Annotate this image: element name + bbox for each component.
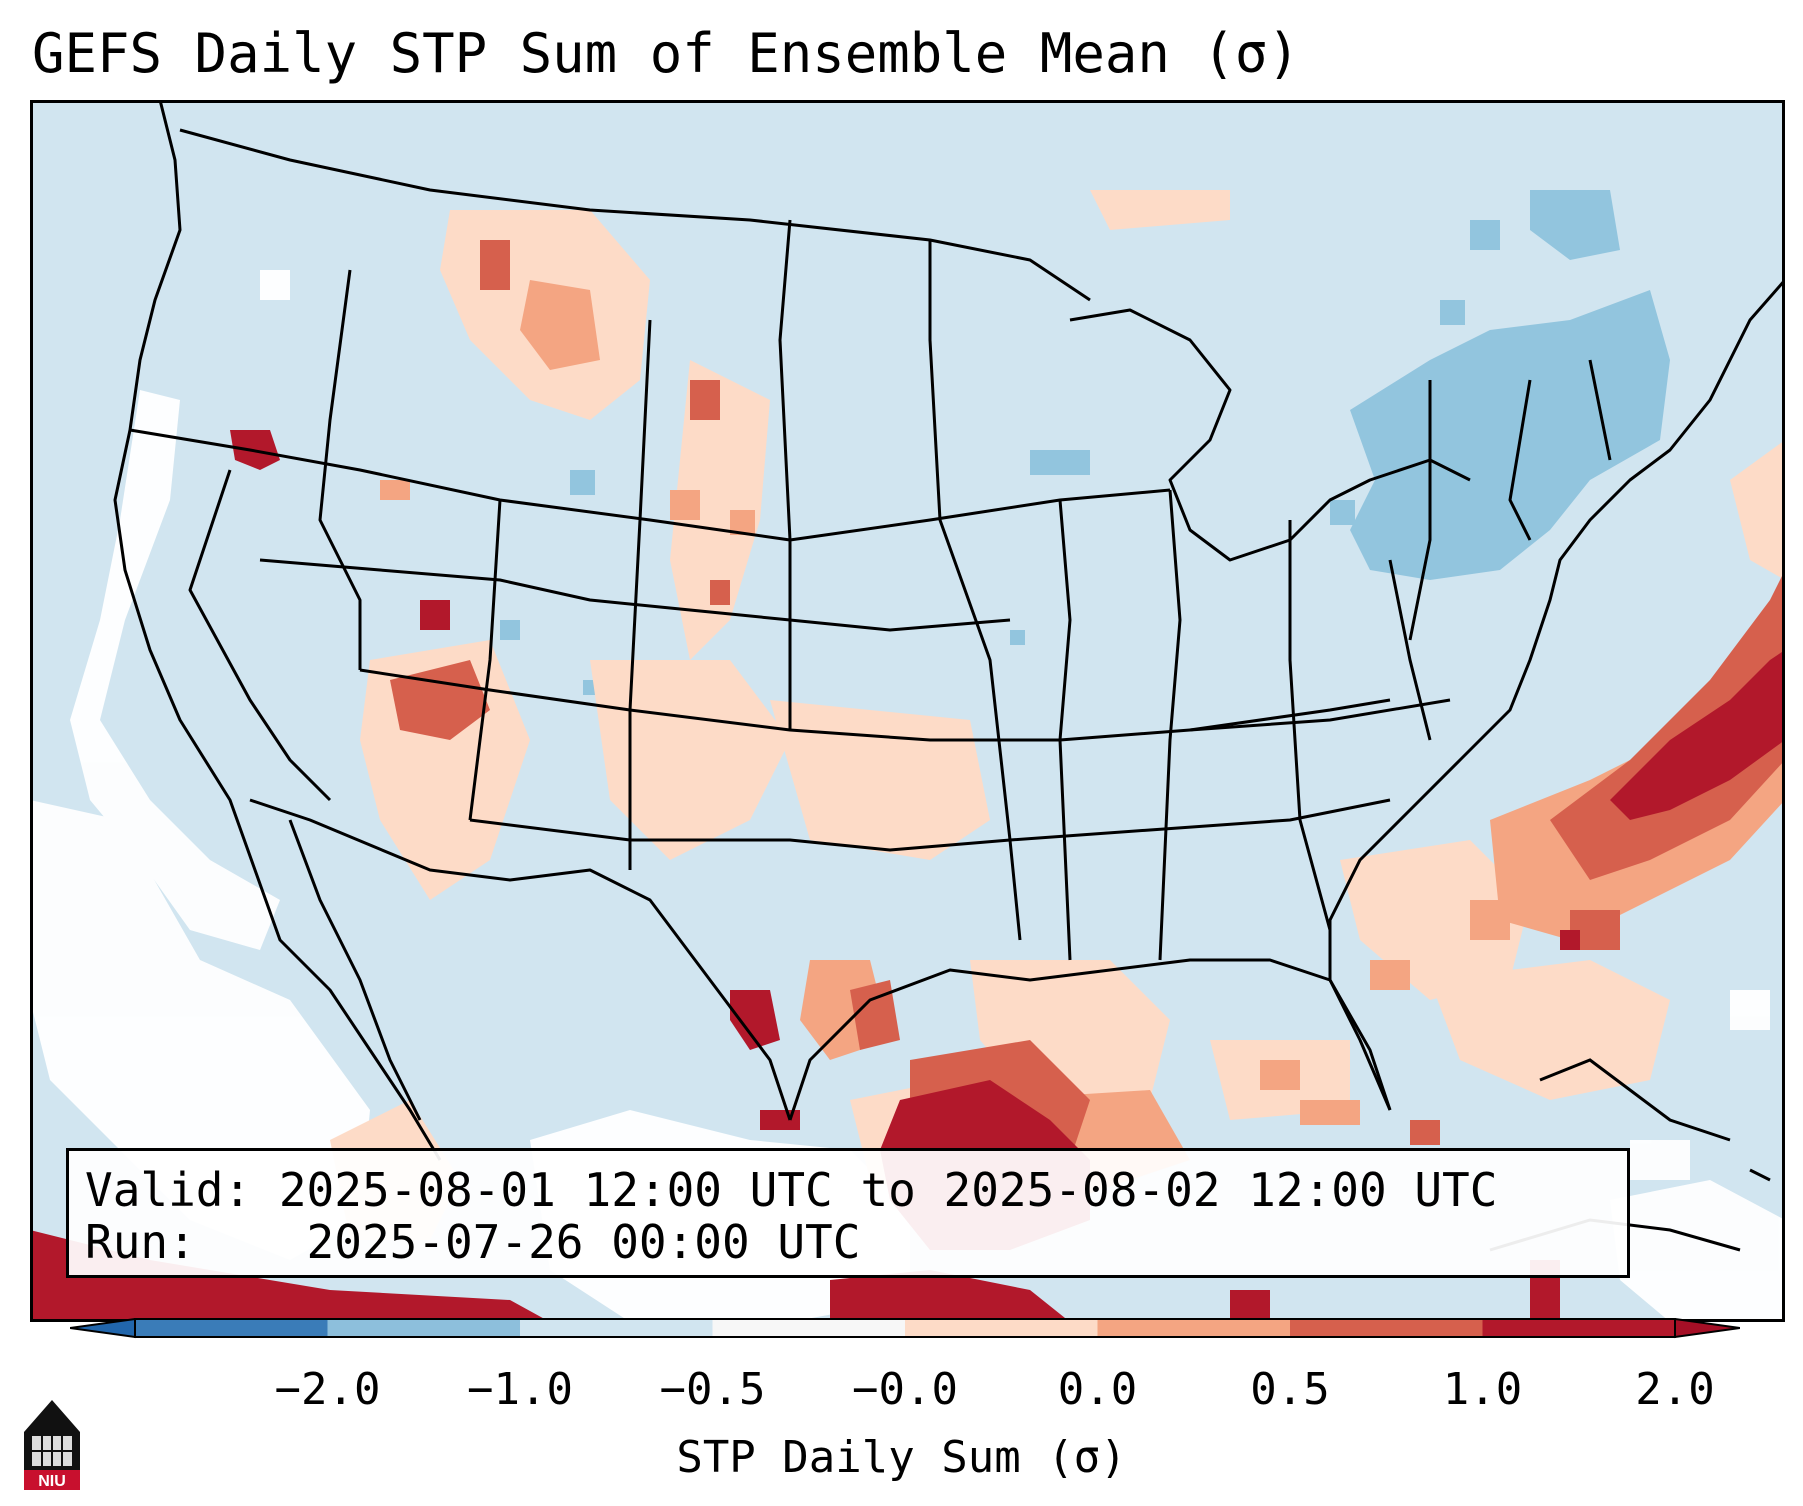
valid-time-text: Valid: 2025-08-01 12:00 UTC to 2025-08-0… (85, 1163, 1498, 1217)
colorbar-tick-label: −0.5 (659, 1364, 766, 1415)
colorbar-segment (135, 1319, 328, 1337)
logo-text: NIU (38, 1473, 66, 1490)
colorbar-segment (905, 1319, 1098, 1337)
colorbar-segment (1482, 1319, 1676, 1337)
colorbar-tick-label: 1.0 (1442, 1364, 1523, 1415)
colorbar-tick-label: −0.0 (852, 1364, 958, 1415)
colorbar-segment (520, 1319, 713, 1337)
state-and-country-boundaries (113, 100, 1785, 1161)
run-time-text: Run: 2025-07-26 00:00 UTC (85, 1215, 861, 1269)
colorbar-segment (1290, 1319, 1483, 1337)
colorbar-tick-label: 0.5 (1250, 1364, 1330, 1415)
colorbar-segment (1097, 1319, 1291, 1337)
niu-logo: NIU (24, 1400, 80, 1490)
colorbar-segment (327, 1319, 521, 1337)
colorbar-tick-label: −1.0 (467, 1364, 573, 1415)
colorbar-tick-label: −2.0 (274, 1364, 381, 1415)
colorbar-over-arrow (1674, 1318, 1740, 1339)
map-title: GEFS Daily STP Sum of Ensemble Mean (σ) (32, 22, 1300, 85)
valid-time-box: Valid: 2025-08-01 12:00 UTC to 2025-08-0… (66, 1148, 1630, 1278)
colorbar-under-arrow (70, 1318, 136, 1339)
colorbar (70, 1318, 1740, 1339)
stp-map (30, 100, 1785, 1322)
colorbar-tick-label: 0.0 (1057, 1364, 1138, 1415)
colorbar-tick-label: 2.0 (1635, 1364, 1715, 1415)
colorbar-label: STP Daily Sum (σ) (676, 1432, 1127, 1483)
colorbar-segment (712, 1319, 906, 1337)
